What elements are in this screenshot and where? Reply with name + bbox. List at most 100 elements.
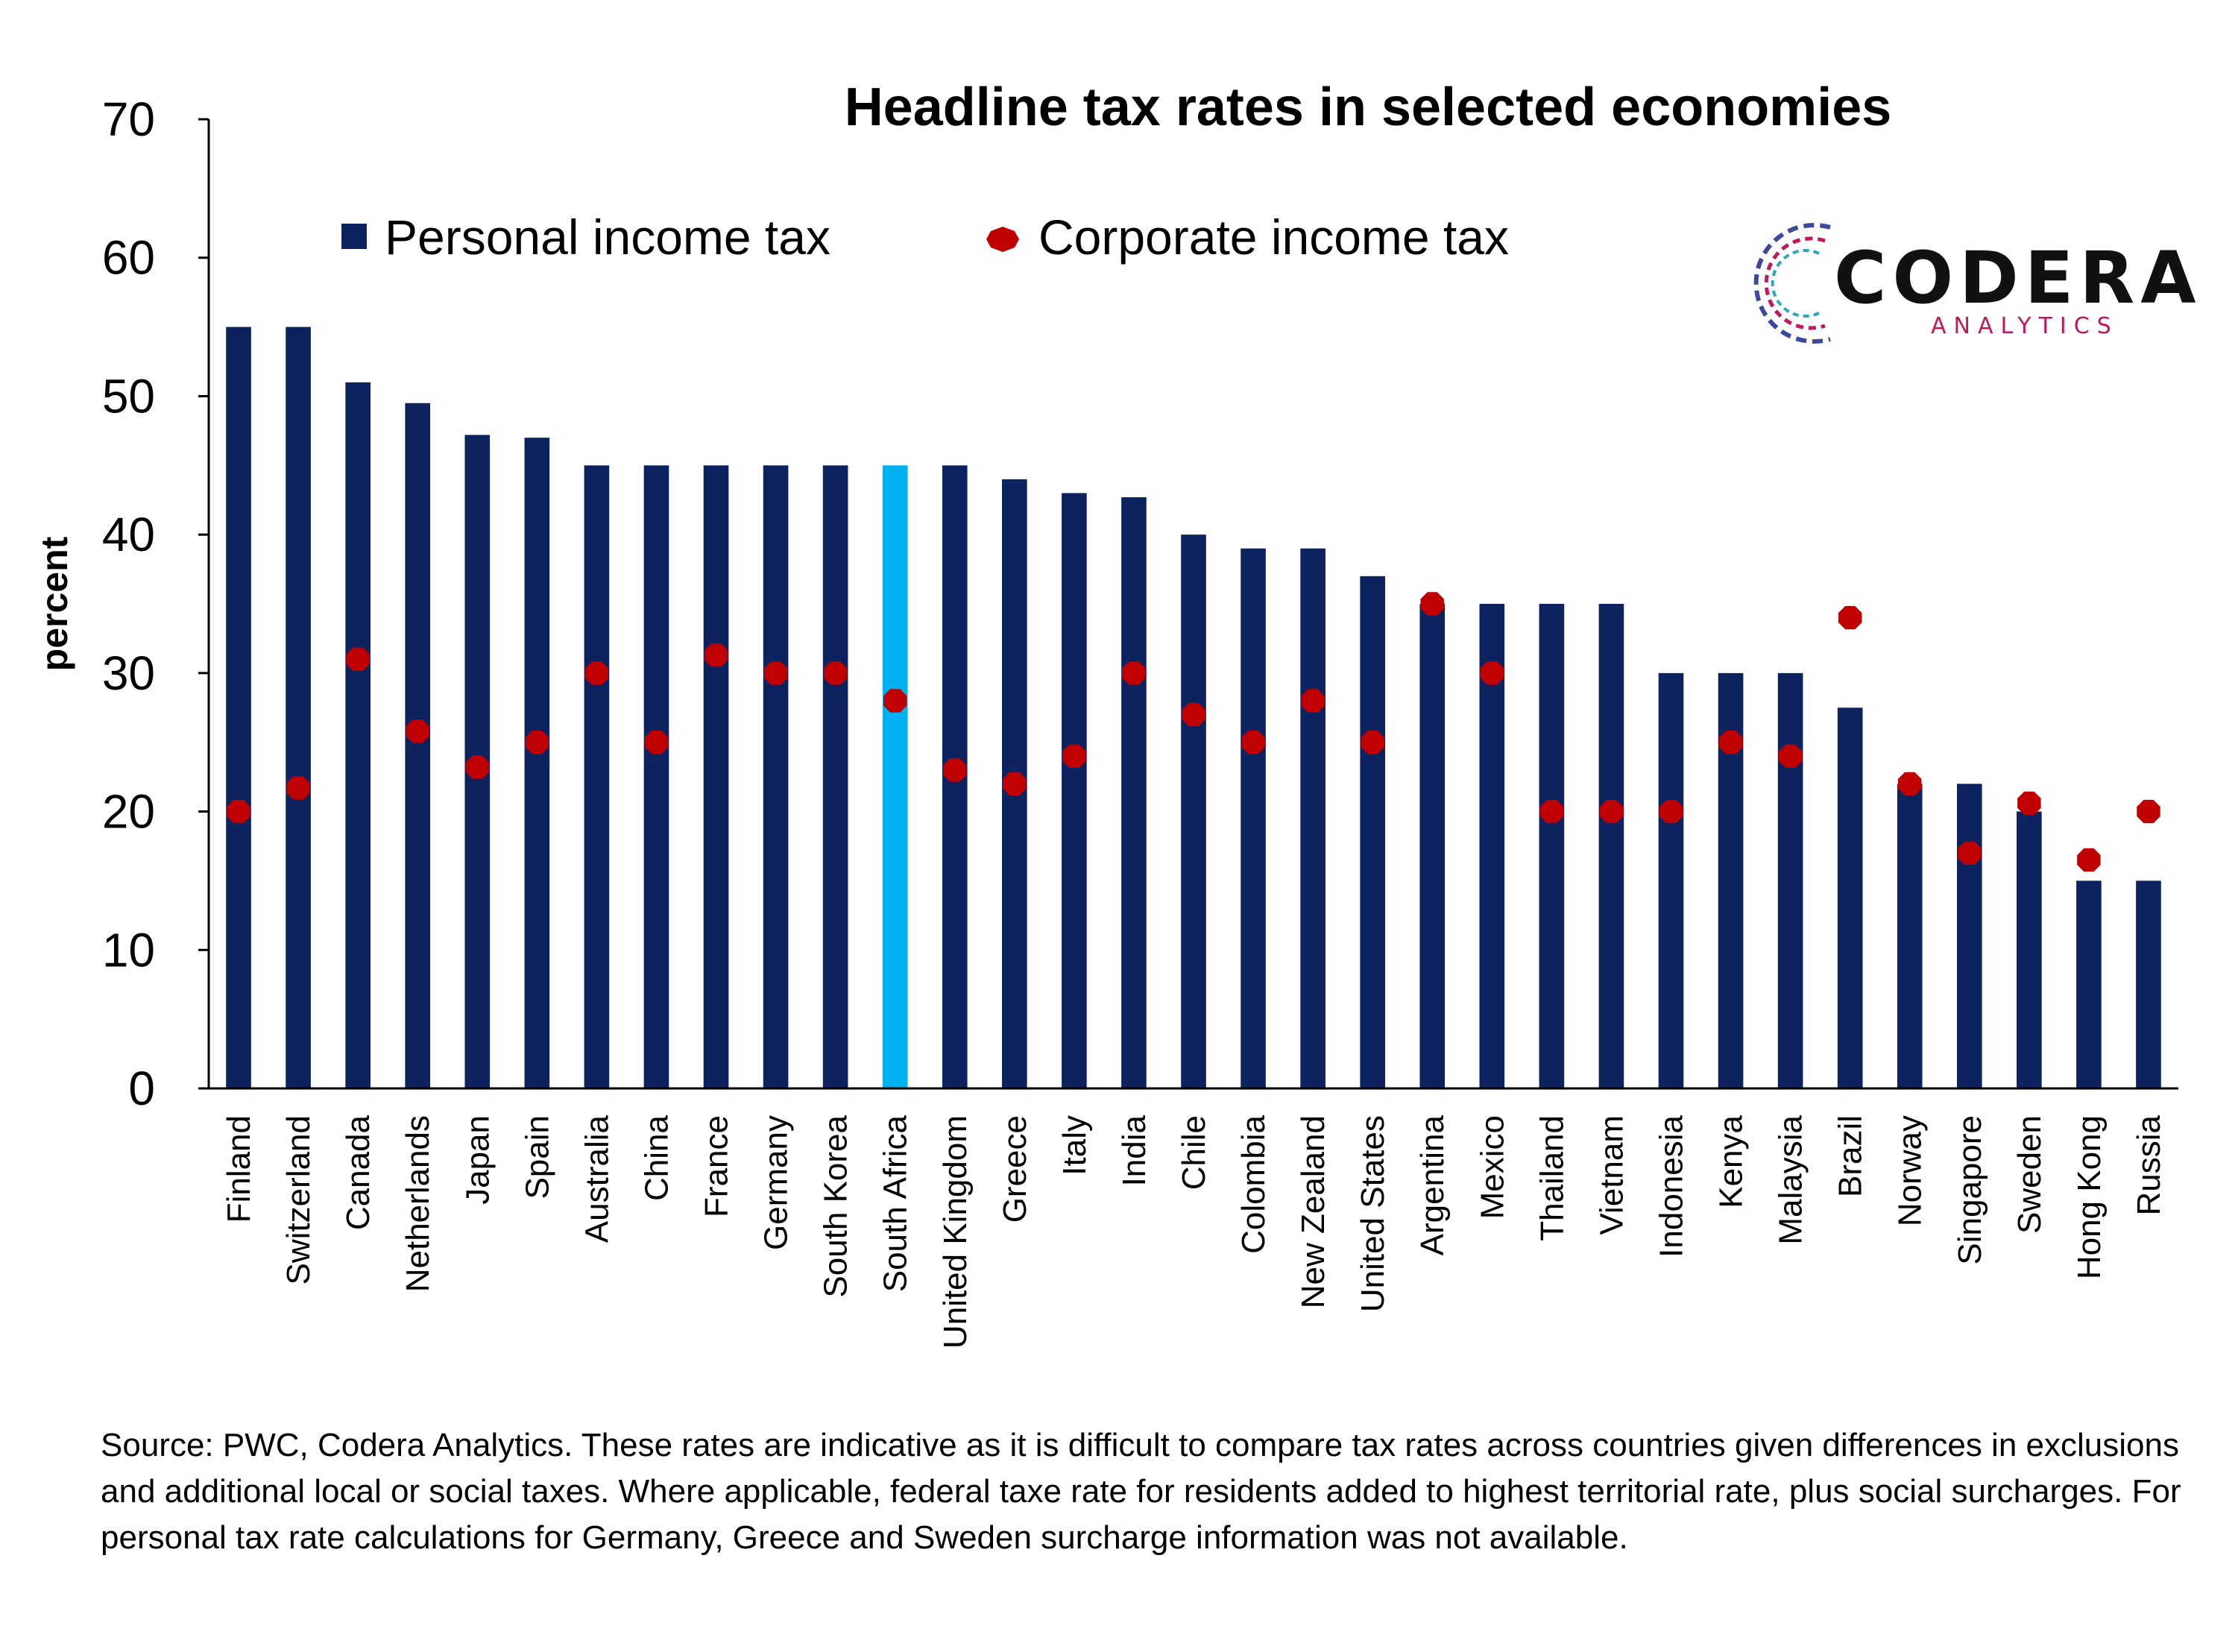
bar-personal-income-tax	[822, 465, 848, 1088]
dot-corporate-income-tax	[286, 776, 310, 800]
bar-personal-income-tax	[1777, 672, 1803, 1088]
dot-corporate-income-tax	[1301, 689, 1325, 713]
chart-title: Headline tax rates in selected economies	[845, 78, 1892, 137]
dot-corporate-income-tax	[1539, 799, 1564, 824]
x-tick-label: Thailand	[1533, 1115, 1570, 1241]
x-tick-label: Switzerland	[280, 1115, 317, 1284]
bar-series-personal	[226, 327, 2161, 1089]
x-tick-label: Canada	[340, 1115, 376, 1230]
dot-corporate-income-tax	[227, 799, 250, 824]
x-tick-label: Germany	[758, 1115, 795, 1250]
legend-label-corporate: Corporate income tax	[1038, 209, 1509, 265]
dot-corporate-income-tax	[1778, 744, 1803, 768]
dot-corporate-income-tax	[883, 689, 907, 713]
bar-personal-income-tax	[1121, 497, 1147, 1088]
y-tick-label: 60	[102, 231, 155, 285]
dot-series-corporate	[227, 592, 2160, 872]
x-tick-label: France	[699, 1115, 735, 1217]
bar-personal-income-tax	[345, 382, 371, 1088]
x-tick-label: Mexico	[1474, 1115, 1510, 1219]
bar-personal-income-tax	[226, 327, 251, 1089]
bar-personal-income-tax	[703, 465, 729, 1088]
dot-corporate-income-tax	[1003, 772, 1027, 796]
x-tick-label: New Zealand	[1295, 1115, 1331, 1308]
x-tick-label: Indonesia	[1653, 1115, 1689, 1257]
logo-ring-icon	[1753, 223, 1831, 344]
bar-personal-income-tax	[2076, 880, 2102, 1088]
dot-corporate-income-tax	[2077, 848, 2101, 872]
bar-personal-income-tax	[1956, 784, 1982, 1088]
bar-personal-income-tax	[524, 438, 550, 1088]
x-tick-label: Netherlands	[400, 1115, 436, 1292]
dot-corporate-income-tax	[2137, 799, 2160, 824]
bar-personal-income-tax	[1181, 535, 1206, 1088]
codera-logo: CODERA ANALYTICS	[1744, 212, 2196, 354]
x-tick-label: Russia	[2131, 1115, 2167, 1215]
x-tick-label: Hong Kong	[2071, 1115, 2108, 1279]
y-tick-label: 70	[102, 92, 155, 146]
x-tick-label: Sweden	[2011, 1115, 2048, 1234]
x-tick-label: United States	[1355, 1115, 1391, 1312]
dot-corporate-income-tax	[2017, 791, 2041, 816]
x-tick-label: Argentina	[1414, 1115, 1451, 1255]
x-tick-label: South Korea	[818, 1115, 854, 1297]
dot-corporate-income-tax	[943, 758, 967, 782]
bar-personal-income-tax	[1062, 493, 1087, 1088]
x-tick-label: Vietnam	[1593, 1115, 1630, 1235]
x-tick-label: Chile	[1176, 1115, 1212, 1190]
bar-personal-income-tax	[1539, 604, 1565, 1088]
x-tick-label: Finland	[221, 1115, 257, 1223]
x-tick-label: Spain	[519, 1115, 555, 1199]
y-tick-label: 10	[102, 923, 155, 977]
x-axis: Finland Switzerland Canada Netherlands Japan…	[221, 1115, 2167, 1349]
bar-personal-income-tax	[1598, 604, 1624, 1088]
dot-corporate-income-tax	[1599, 799, 1624, 824]
dot-corporate-income-tax	[406, 719, 429, 743]
legend-swatch-personal	[341, 224, 367, 249]
dot-corporate-income-tax	[704, 643, 728, 667]
legend-label-personal: Personal income tax	[385, 209, 830, 265]
dot-corporate-income-tax	[1480, 661, 1504, 685]
dot-corporate-income-tax	[1361, 731, 1384, 754]
bar-personal-income-tax	[1360, 576, 1385, 1088]
source-note: Source: PWC, Codera Analytics. These rat…	[101, 1427, 2181, 1556]
bar-personal-income-tax	[643, 465, 669, 1088]
y-tick-label: 50	[102, 369, 155, 423]
dot-corporate-income-tax	[1122, 661, 1146, 685]
x-tick-label: Norway	[1892, 1115, 1929, 1226]
x-tick-label: Singapore	[1952, 1115, 1988, 1265]
dot-corporate-income-tax	[1659, 799, 1683, 824]
logo-wordmark: CODERA	[1834, 236, 2202, 320]
x-tick-label: Brazil	[1832, 1115, 1869, 1197]
bar-personal-income-tax	[763, 465, 789, 1088]
bar-personal-income-tax	[286, 327, 311, 1089]
dot-corporate-income-tax	[1420, 592, 1444, 616]
legend-swatch-corporate	[986, 227, 1019, 252]
dot-corporate-income-tax	[584, 661, 609, 685]
bar-personal-income-tax	[1897, 784, 1923, 1088]
dot-corporate-income-tax	[1718, 731, 1743, 754]
y-tick-label: 30	[102, 646, 155, 700]
y-axis-label: percent	[34, 536, 75, 671]
dot-corporate-income-tax	[1838, 605, 1862, 630]
bar-personal-income-tax	[2136, 880, 2161, 1088]
x-tick-label: Australia	[579, 1115, 615, 1243]
dot-corporate-income-tax	[525, 731, 549, 754]
x-tick-label: Malaysia	[1773, 1115, 1809, 1244]
x-tick-label: Greece	[997, 1115, 1033, 1223]
x-tick-label: Colombia	[1235, 1115, 1272, 1253]
logo-subtitle: ANALYTICS	[1931, 313, 2119, 339]
bar-personal-income-tax	[1419, 604, 1446, 1088]
legend: Personal income tax Corporate income tax	[341, 209, 1509, 265]
dot-corporate-income-tax	[644, 731, 669, 754]
dot-corporate-income-tax	[763, 661, 788, 685]
dot-corporate-income-tax	[1898, 772, 1922, 796]
bar-personal-income-tax	[1658, 672, 1684, 1088]
bar-personal-income-tax	[1300, 548, 1326, 1088]
bar-personal-income-tax	[2017, 811, 2042, 1088]
dot-corporate-income-tax	[1182, 702, 1205, 727]
dot-corporate-income-tax	[465, 755, 489, 779]
bar-personal-income-tax	[1837, 707, 1863, 1088]
bar-personal-income-tax	[405, 403, 431, 1088]
x-tick-label: South Africa	[877, 1115, 914, 1292]
